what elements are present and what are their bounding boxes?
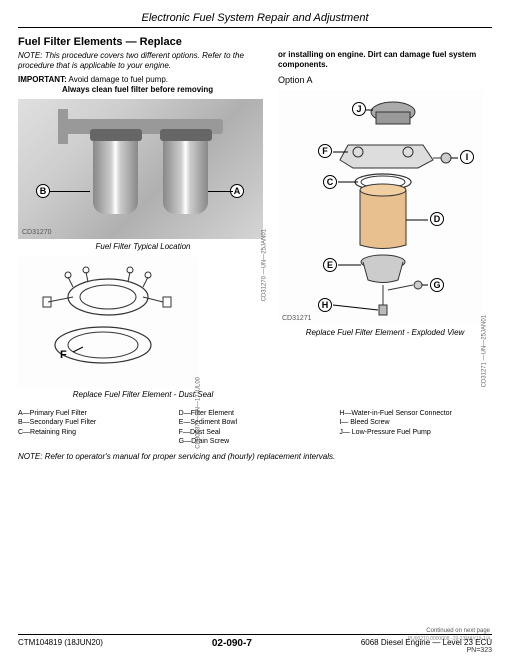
legend-a: A—Primary Fuel Filter [18, 409, 171, 418]
fig2-caption: Replace Fuel Filter Element - Exploded V… [278, 328, 492, 337]
callout-f3: F [60, 349, 67, 361]
footer-left: CTM104819 (18JUN20) [18, 638, 103, 654]
left-column: Fuel Filter Elements — Replace NOTE: Thi… [18, 36, 268, 405]
option-label: Option A [278, 75, 492, 85]
note-label: NOTE: [18, 51, 42, 60]
note2-label: NOTE: [18, 452, 42, 461]
important-text-3: or installing on engine. Dirt can damage… [278, 50, 492, 69]
footer: CTM104819 (18JUN20) 02-090-7 6068 Diesel… [18, 634, 492, 654]
note-2: NOTE: Refer to operator's manual for pro… [18, 452, 492, 462]
important-label: IMPORTANT: [18, 75, 67, 84]
fig3-ref: CD30587 —UN—17JUL00 [196, 377, 202, 449]
figure-1: B A CD31270 CD31270 —UN—25JAN01 [18, 99, 263, 239]
fig2-id: CD31271 [282, 315, 312, 322]
important-text-1: Avoid damage to fuel pump. [69, 75, 168, 84]
legend: A—Primary Fuel Filter B—Secondary Fuel F… [18, 409, 492, 445]
legend-i: I— Bleed Screw [339, 418, 492, 427]
footer-right-2: PN=323 [361, 647, 492, 654]
fig3-caption: Replace Fuel Filter Element - Dust Seal [18, 390, 268, 399]
legend-c: C—Retaining Ring [18, 428, 171, 437]
page-header: Electronic Fuel System Repair and Adjust… [18, 12, 492, 28]
footer-right-1: 6068 Diesel Engine — Level 23 ECU [361, 638, 492, 647]
note-text: This procedure covers two different opti… [18, 51, 244, 70]
fig1-caption: Fuel Filter Typical Location [18, 242, 268, 251]
section-title: Fuel Filter Elements — Replace [18, 36, 268, 48]
figure-2: J F I C D E G H CD31271 CD31271 —UN—25JA… [278, 90, 483, 325]
note2-text: Refer to operator's manual for proper se… [45, 452, 336, 461]
fig1-ref: CD31270 —UN—25JAN01 [261, 229, 267, 301]
callout-b: B [36, 184, 50, 198]
note-1: NOTE: This procedure covers two differen… [18, 51, 268, 70]
fig1-id: CD31270 [22, 229, 52, 236]
fig2-ref: CD31271 —UN—25JAN01 [481, 315, 487, 387]
important-note: IMPORTANT: Avoid damage to fuel pump. Al… [18, 75, 268, 94]
right-column: or installing on engine. Dirt can damage… [278, 36, 492, 405]
important-text-2: Always clean fuel filter before removing [18, 85, 213, 95]
legend-b: B—Secondary Fuel Filter [18, 418, 171, 427]
legend-h: H—Water-in-Fuel Sensor Connector [339, 409, 492, 418]
figure-3: F CD30587 —UN—17JUL00 [18, 257, 198, 387]
legend-j: J— Low-Pressure Fuel Pump [339, 428, 492, 437]
footer-center: 02-090-7 [212, 638, 252, 654]
